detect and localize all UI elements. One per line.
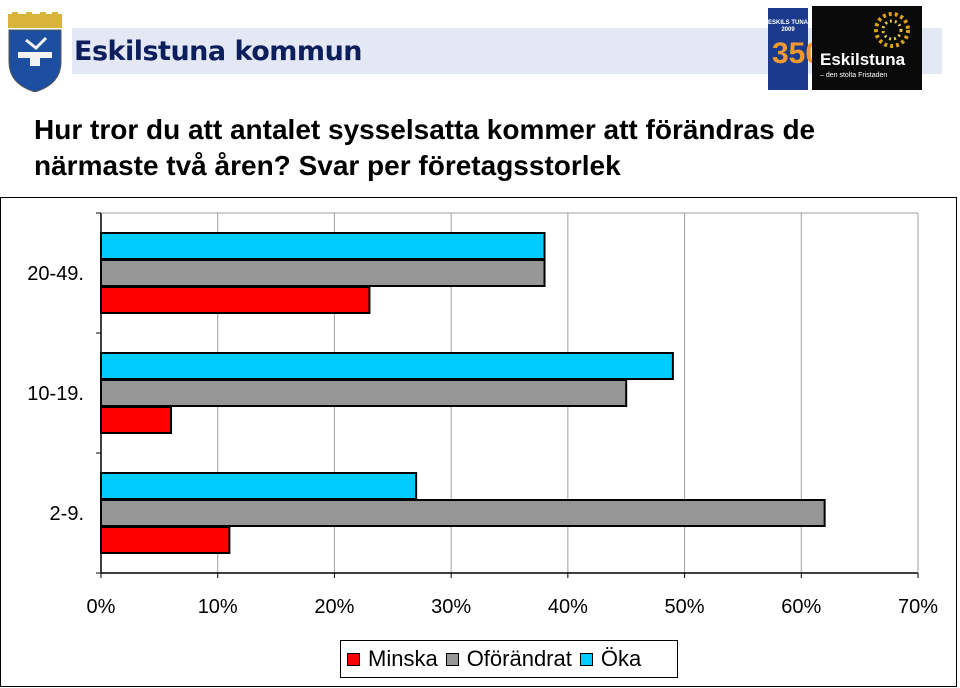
x-tick-label-0: 0% [87, 596, 116, 618]
x-tick-label-5: 50% [665, 596, 705, 618]
coat-of-arms-icon [8, 12, 62, 92]
city-logo-tagline: – den stolta Fristaden [820, 72, 888, 79]
x-tick-label-4: 40% [548, 596, 588, 618]
legend-swatch-minska [347, 652, 360, 666]
city-logo-name: Eskilstuna [820, 50, 906, 69]
bar-öka-2 [100, 472, 418, 500]
bar-minska-1 [100, 406, 173, 434]
page-title: Hur tror du att antalet sysselsatta komm… [34, 114, 816, 181]
brand-name: Eskilstuna kommun [74, 36, 363, 67]
legend-swatch-öka [579, 652, 593, 666]
chart-frame [0, 197, 957, 687]
bar-chart: 0% 10% 20% 30% 40% 50% 60% 70% 20-49. 10-19. 2-9. [27, 212, 938, 618]
x-tick-label-3: 30% [431, 596, 471, 618]
x-tick-label-6: 60% [781, 596, 821, 618]
city-logo: Eskilstuna – den stolta Fristaden [812, 6, 922, 90]
legend-label-oförändrat: Oförändrat [466, 646, 572, 671]
x-tick-label-2: 20% [314, 596, 354, 618]
y-category-label-1: 10-19. [27, 383, 84, 405]
legend-item-minska: Minska [347, 646, 438, 672]
bar-oförändrat-1 [100, 379, 628, 407]
jubilee-logo-text: ESKILS TUNA 2009 [768, 20, 809, 33]
bar-oförändrat-2 [100, 499, 826, 527]
legend-swatch-oförändrat [445, 652, 459, 666]
legend-label-öka: Öka [600, 646, 642, 671]
y-category-label-0: 20-49. [27, 263, 84, 285]
legend-item-oförändrat: Oförändrat [445, 646, 572, 672]
bar-oförändrat-0 [100, 259, 546, 287]
bar-öka-1 [100, 352, 674, 380]
x-tick-label-7: 70% [898, 596, 938, 618]
legend-label-minska: Minska [368, 646, 438, 671]
chart-legend: Minska Oförändrat Öka [340, 640, 678, 678]
bar-minska-2 [100, 526, 231, 554]
bar-öka-0 [100, 232, 546, 260]
x-tick-label-1: 10% [198, 596, 238, 618]
y-category-label-2: 2-9. [50, 503, 84, 525]
legend-item-öka: Öka [579, 646, 642, 672]
sparkle-emblem-icon [874, 12, 910, 48]
bar-minska-0 [100, 286, 371, 314]
